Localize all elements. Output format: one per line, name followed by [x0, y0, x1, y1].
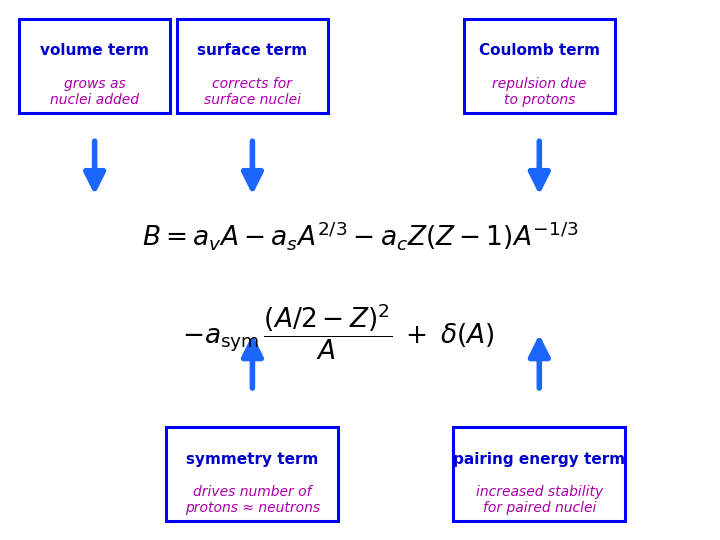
Text: symmetry term: symmetry term — [186, 451, 319, 467]
FancyBboxPatch shape — [177, 19, 328, 113]
Text: $- a_{\mathrm{sym}}\,\dfrac{(A/2 - Z)^{2}}{A}\; + \;\delta(A)$: $- a_{\mathrm{sym}}\,\dfrac{(A/2 - Z)^{2… — [182, 301, 495, 362]
Text: pairing energy term: pairing energy term — [454, 451, 626, 467]
Text: volume term: volume term — [40, 43, 149, 58]
Text: $B = a_{v}A - a_{s}A^{2/3} - a_{c}Z(Z-1)A^{-1/3}$: $B = a_{v}A - a_{s}A^{2/3} - a_{c}Z(Z-1)… — [142, 219, 578, 252]
FancyBboxPatch shape — [453, 427, 626, 521]
Text: surface term: surface term — [197, 43, 307, 58]
Text: drives number of
protons ≈ neutrons: drives number of protons ≈ neutrons — [185, 485, 320, 515]
Text: increased stability
for paired nuclei: increased stability for paired nuclei — [476, 485, 603, 515]
Text: repulsion due
to protons: repulsion due to protons — [492, 77, 587, 107]
FancyBboxPatch shape — [166, 427, 338, 521]
FancyBboxPatch shape — [464, 19, 615, 113]
Text: corrects for
surface nuclei: corrects for surface nuclei — [204, 77, 301, 107]
FancyBboxPatch shape — [19, 19, 170, 113]
Text: Coulomb term: Coulomb term — [479, 43, 600, 58]
Text: grows as
nuclei added: grows as nuclei added — [50, 77, 139, 107]
